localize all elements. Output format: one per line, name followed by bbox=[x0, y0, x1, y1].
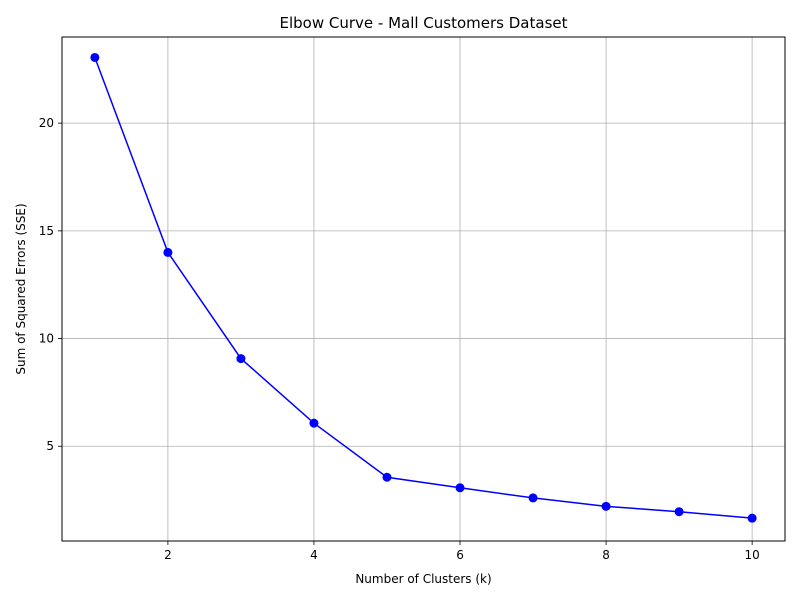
data-point-marker bbox=[90, 52, 100, 62]
data-point-marker bbox=[382, 472, 392, 482]
y-tick-label: 20 bbox=[39, 116, 54, 130]
chart-title: Elbow Curve - Mall Customers Dataset bbox=[279, 14, 567, 32]
data-point-marker bbox=[747, 513, 757, 523]
tick-layer: 2 4 6 8 10 5 10 15 20 bbox=[39, 116, 760, 562]
grid-layer bbox=[62, 37, 785, 541]
x-axis-label: Number of Clusters (k) bbox=[355, 572, 491, 586]
data-point-marker bbox=[163, 247, 173, 257]
series-layer bbox=[90, 52, 757, 523]
data-point-marker bbox=[601, 501, 611, 511]
y-tick-label: 10 bbox=[39, 332, 54, 346]
data-point-marker bbox=[528, 493, 538, 503]
y-axis-label: Sum of Squared Errors (SSE) bbox=[14, 203, 28, 374]
data-point-marker bbox=[309, 418, 319, 428]
y-tick-label: 5 bbox=[46, 439, 54, 453]
x-tick-label: 4 bbox=[310, 548, 318, 562]
series-line bbox=[94, 57, 753, 519]
plot-frame bbox=[61, 36, 786, 542]
data-point-marker bbox=[455, 483, 465, 493]
x-tick-label: 10 bbox=[744, 548, 759, 562]
data-point-marker bbox=[236, 354, 246, 364]
x-tick-label: 6 bbox=[456, 548, 464, 562]
x-tick-label: 8 bbox=[602, 548, 610, 562]
data-point-marker bbox=[674, 507, 684, 517]
x-tick-label: 2 bbox=[164, 548, 172, 562]
y-tick-label: 15 bbox=[39, 224, 54, 238]
